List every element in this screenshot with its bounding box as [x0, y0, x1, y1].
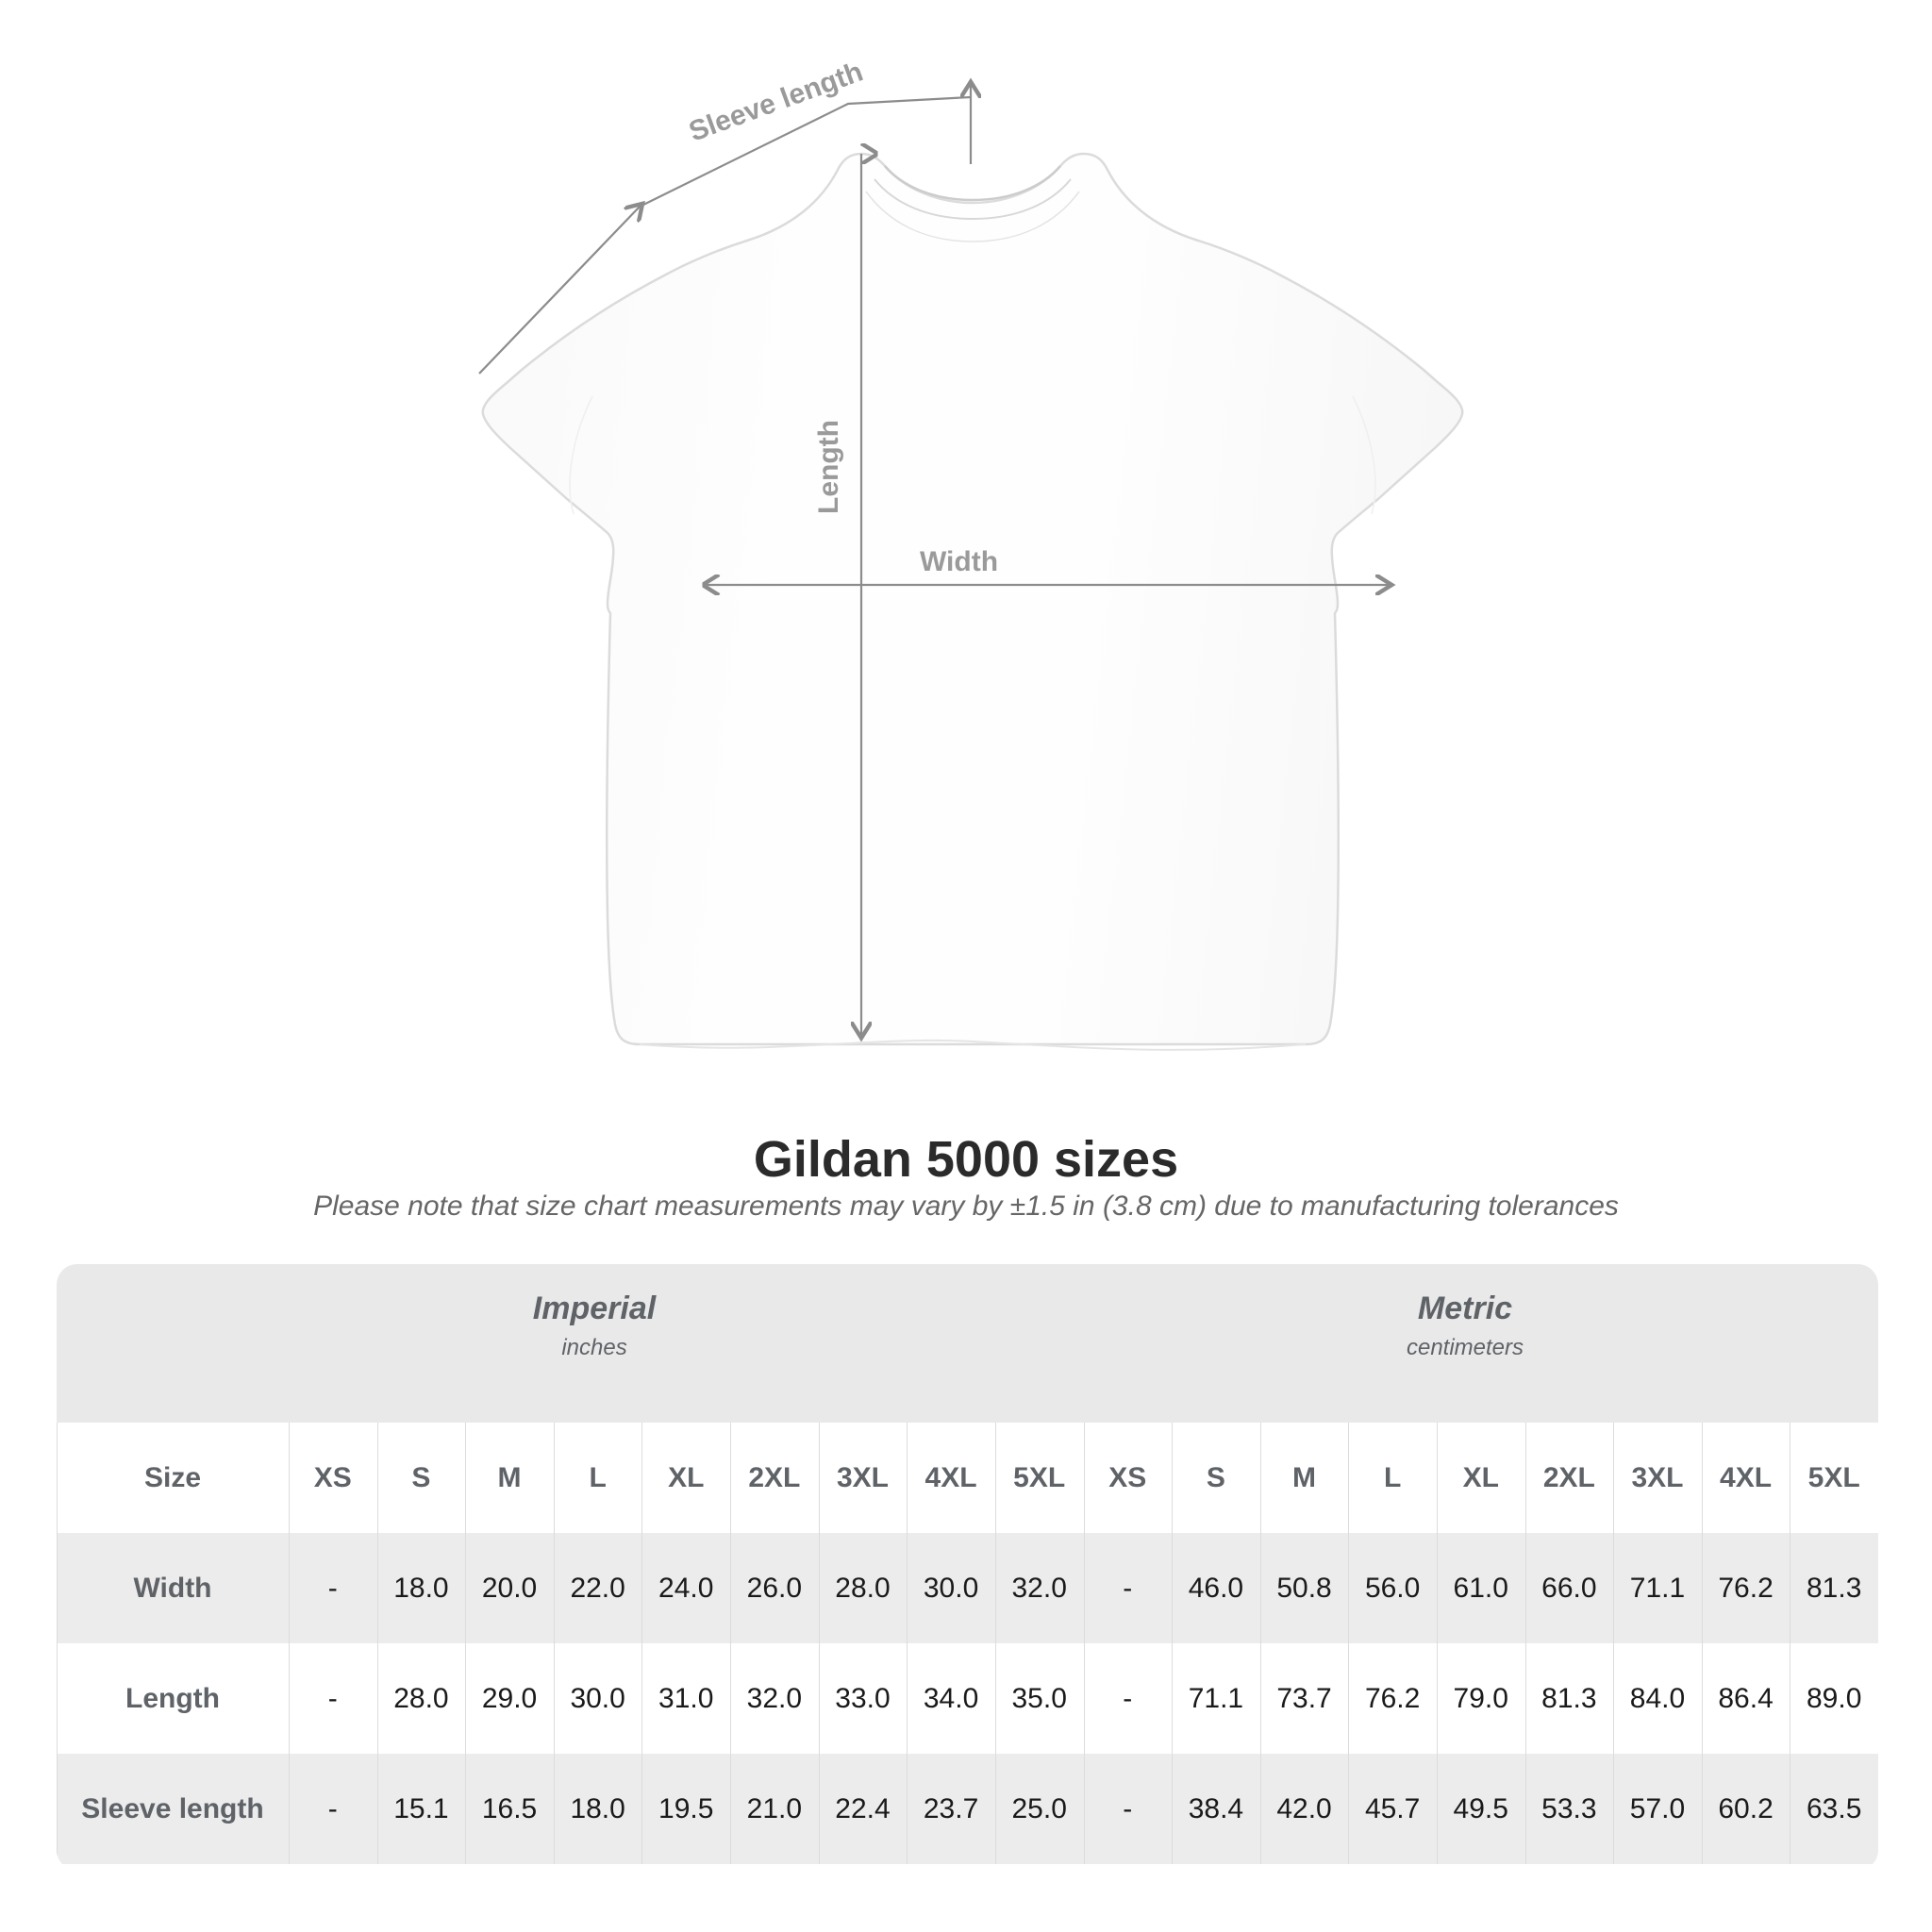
svg-text:Sleeve length: Sleeve length	[685, 56, 867, 147]
svg-text:Width: Width	[920, 546, 998, 577]
svg-text:Length: Length	[813, 420, 844, 514]
